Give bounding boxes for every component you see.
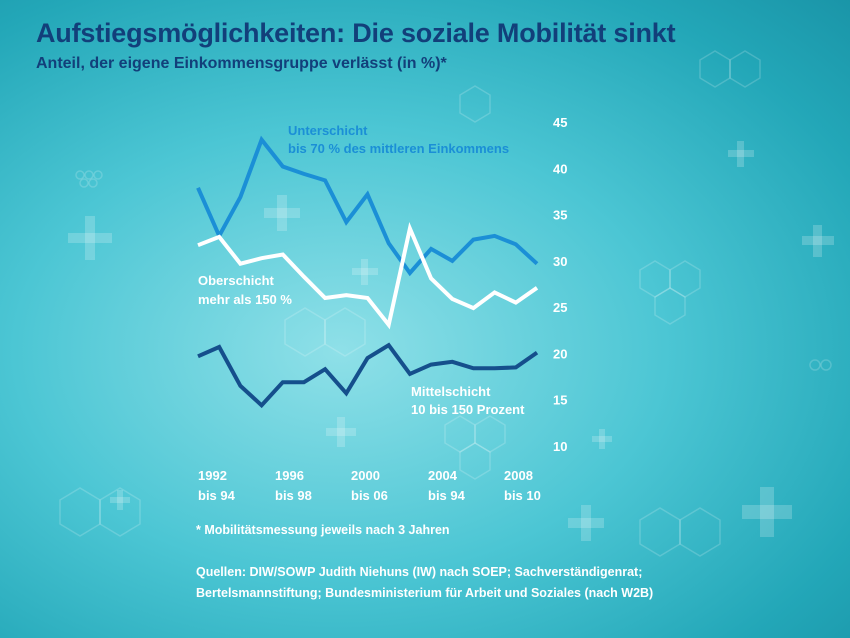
x-tick-label: 2004 xyxy=(428,468,458,483)
x-tick-label: 2000 xyxy=(351,468,380,483)
x-axis: 1992 bis 94 1996 bis 98 2000 bis 06 2004 bis 94… xyxy=(198,468,541,503)
sources-line: Bertelsmannstiftung; Bundesministerium f… xyxy=(196,586,654,600)
unterschicht-description: bis 70 % des mittleren Einkommens xyxy=(288,141,509,156)
x-tick-label: bis 10 xyxy=(504,488,541,503)
sources-line: Quellen: DIW/SOWP Judith Niehuns (IW) na… xyxy=(196,565,643,579)
series-line-oberschicht xyxy=(197,221,539,330)
chart-title: Aufstiegsmöglichkeiten: Die soziale Mobi… xyxy=(36,18,676,48)
x-tick-label: 1992 xyxy=(198,468,227,483)
y-tick-label: 10 xyxy=(553,439,567,454)
mittelschicht-label: Mittelschicht xyxy=(411,384,491,399)
y-tick-label: 30 xyxy=(553,254,567,269)
series-line-unterschicht xyxy=(196,135,539,277)
x-tick-label: bis 98 xyxy=(275,488,312,503)
x-tick-label: bis 94 xyxy=(198,488,236,503)
x-tick-label: 1996 xyxy=(275,468,304,483)
y-tick-label: 15 xyxy=(553,393,567,408)
y-tick-label: 40 xyxy=(553,161,567,176)
x-tick-label: bis 94 xyxy=(428,488,466,503)
series-line-mittelschicht xyxy=(197,342,539,409)
x-tick-label: 2008 xyxy=(504,468,533,483)
oberschicht-description: mehr als 150 % xyxy=(198,292,292,307)
y-tick-label: 25 xyxy=(553,300,567,315)
unterschicht-label: Unterschicht xyxy=(288,123,368,138)
footnote: * Mobilitätsmessung jeweils nach 3 Jahre… xyxy=(196,523,450,537)
x-tick-label: bis 06 xyxy=(351,488,388,503)
series-lines xyxy=(196,135,539,409)
y-tick-label: 20 xyxy=(553,346,567,361)
sources: Quellen: DIW/SOWP Judith Niehuns (IW) na… xyxy=(196,562,653,604)
y-tick-label: 45 xyxy=(553,115,567,130)
mittelschicht-description: 10 bis 150 Prozent xyxy=(411,402,525,417)
chart-subtitle: Anteil, der eigene Einkommensgruppe verl… xyxy=(36,55,447,72)
oberschicht-label: Oberschicht xyxy=(198,273,275,288)
y-tick-label: 35 xyxy=(553,208,567,223)
y-axis: 45 40 35 30 25 20 15 10 xyxy=(553,115,567,454)
